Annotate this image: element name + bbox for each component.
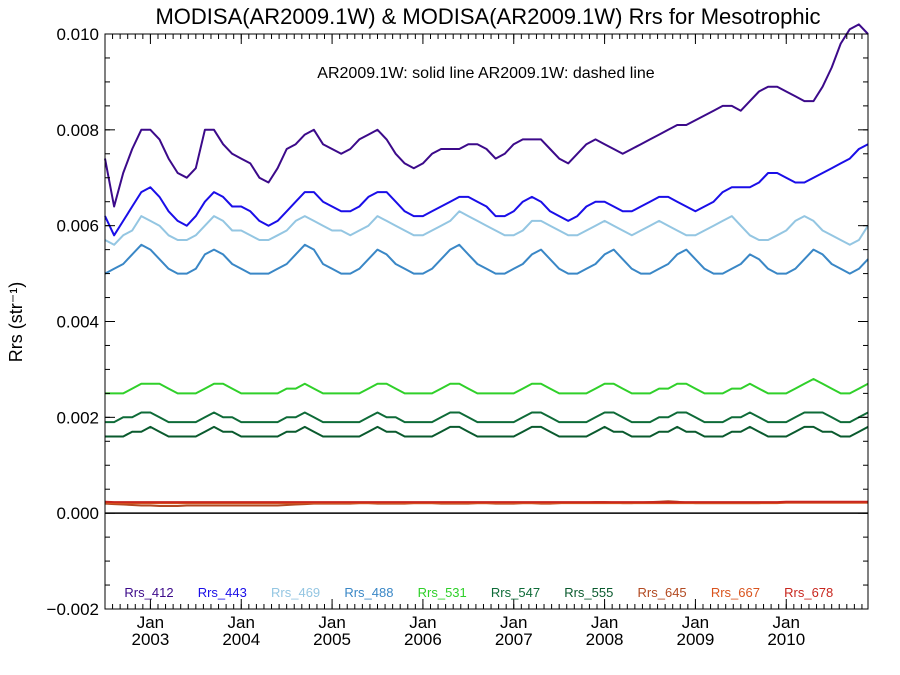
x-axis: Jan2003Jan2004Jan2005Jan2006Jan2007Jan20… — [104, 34, 863, 649]
legend-entry-rrs_488: Rrs_488 — [344, 585, 393, 600]
x-tick-year-label: 2004 — [222, 630, 260, 649]
chart-title: MODISA(AR2009.1W) & MODISA(AR2009.1W) Rr… — [155, 4, 820, 29]
series-line-rrs_531 — [105, 378, 869, 395]
legend-entry-rrs_645: Rrs_645 — [638, 585, 687, 600]
x-tick-year-label: 2003 — [132, 630, 170, 649]
legend-entry-rrs_443: Rrs_443 — [198, 585, 247, 600]
line-style-annotation: AR2009.1W: solid line AR2009.1W: dashed … — [317, 65, 655, 82]
series-line-rrs_555 — [105, 425, 869, 438]
plot-area: −0.002 0.000 0.002 0.004 0.006 0.008 0.010 Jan… — [47, 23, 869, 649]
x-tick-year-label: 2006 — [404, 630, 442, 649]
x-tick-month-label: Jan — [682, 613, 709, 632]
y-tick-label: 0.004 — [56, 313, 99, 332]
x-tick-year-label: 2007 — [495, 630, 533, 649]
series-line-rrs_547 — [105, 411, 869, 424]
y-tick-label: 0.008 — [56, 121, 99, 140]
x-tick-month-label: Jan — [500, 613, 527, 632]
series-line-rrs_488 — [104, 243, 869, 275]
x-tick-year-label: 2005 — [313, 630, 351, 649]
x-tick-year-label: 2010 — [767, 630, 805, 649]
x-tick-year-label: 2008 — [586, 630, 624, 649]
series-line-rrs_412 — [104, 23, 869, 208]
y-tick-label: 0.002 — [56, 408, 99, 427]
legend-entry-rrs_555: Rrs_555 — [564, 585, 613, 600]
x-tick-year-label: 2009 — [677, 630, 715, 649]
series-line-rrs_443 — [104, 143, 869, 237]
x-tick-month-label: Jan — [591, 613, 618, 632]
y-tick-label: 0.000 — [56, 504, 99, 523]
y-axis-label: Rrs (str⁻¹) — [6, 282, 26, 362]
x-tick-month-label: Jan — [137, 613, 164, 632]
legend-entry-rrs_469: Rrs_469 — [271, 585, 320, 600]
y-tick-label: −0.002 — [47, 600, 99, 619]
series-line-rrs_469 — [104, 210, 869, 246]
series-layer — [104, 23, 869, 507]
legend-entry-rrs_412: Rrs_412 — [124, 585, 173, 600]
y-axis: −0.002 0.000 0.002 0.004 0.006 0.008 0.010 — [47, 25, 868, 619]
legend-entry-rrs_531: Rrs_531 — [418, 585, 467, 600]
legend-entry-rrs_547: Rrs_547 — [491, 585, 540, 600]
y-tick-label: 0.006 — [56, 217, 99, 236]
x-tick-month-label: Jan — [773, 613, 800, 632]
x-tick-month-label: Jan — [228, 613, 255, 632]
legend: Rrs_412 Rrs_443 Rrs_469 Rrs_488 Rrs_531 Rrs_5… — [124, 585, 833, 600]
x-tick-month-label: Jan — [318, 613, 345, 632]
y-tick-label: 0.010 — [56, 25, 99, 44]
x-tick-month-label: Jan — [409, 613, 436, 632]
legend-entry-rrs_678: Rrs_678 — [784, 585, 833, 600]
legend-entry-rrs_667: Rrs_667 — [711, 585, 760, 600]
plot-frame — [104, 33, 869, 610]
